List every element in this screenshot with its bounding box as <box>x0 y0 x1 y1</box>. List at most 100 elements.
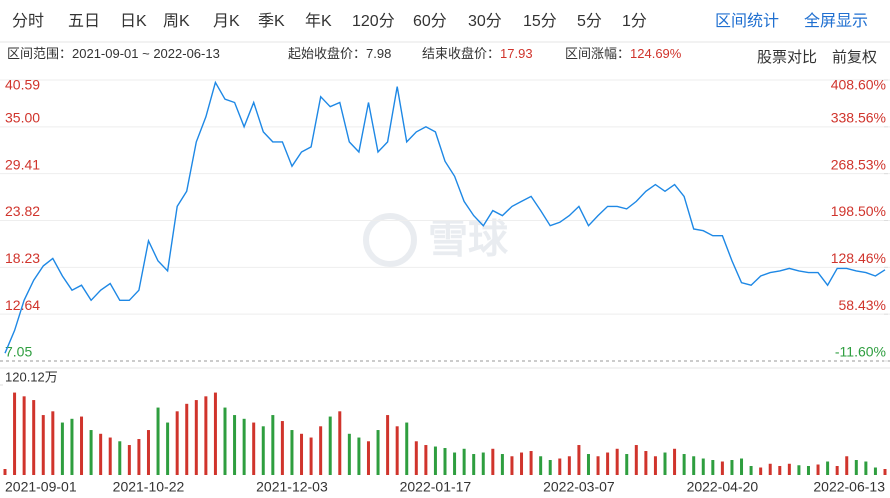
volume-bar <box>644 451 648 475</box>
volume-bar <box>328 416 332 475</box>
y2-tick-label: 128.46% <box>831 250 886 266</box>
watermark: 雪球 <box>363 213 509 267</box>
volume-bar <box>376 430 380 475</box>
tab[interactable]: 15分 <box>523 12 557 30</box>
watermark-text: 雪球 <box>428 218 509 262</box>
x-tick-label: 2022-06-13 <box>813 479 885 495</box>
tab[interactable]: 分时 <box>12 12 44 30</box>
info-label: 区间涨幅： <box>565 46 630 61</box>
volume-bar <box>730 460 734 475</box>
tab[interactable]: 1分 <box>622 12 647 30</box>
info: 区间范围：2021-09-01 ~ 2022-06-13 <box>7 46 220 61</box>
volume-bar <box>778 466 782 475</box>
volume-bar <box>233 415 237 475</box>
y-tick-label: 7.05 <box>5 344 32 360</box>
tab[interactable]: 日K <box>120 13 147 30</box>
volume-bar <box>845 456 849 475</box>
volume-bar <box>386 415 390 475</box>
volume-bar <box>443 448 447 475</box>
tab[interactable]: 月K <box>213 13 240 30</box>
action[interactable]: 全屏显示 <box>804 12 868 30</box>
tab[interactable]: 周K <box>163 13 190 30</box>
volume-bar <box>175 411 179 475</box>
tab[interactable]: 年K <box>305 12 332 30</box>
volume-bar <box>567 456 571 475</box>
volume-bar <box>70 418 74 475</box>
y2-tick-label: 338.56% <box>831 110 886 126</box>
y2-tick-label: 198.50% <box>831 203 886 219</box>
volume-bar <box>539 456 543 475</box>
info-label: 区间范围： <box>7 46 72 61</box>
info-value: 17.93 <box>500 46 533 61</box>
volume-bar <box>204 396 208 475</box>
volume-bar <box>510 456 514 475</box>
volume-bar <box>357 437 361 475</box>
volume-bar <box>414 441 418 475</box>
y-tick-label: 40.59 <box>5 77 40 93</box>
volume-bar <box>309 437 313 475</box>
volume-bar <box>108 437 112 475</box>
tab[interactable]: 120分 <box>352 12 395 30</box>
tab[interactable]: 5分 <box>577 12 602 30</box>
volume-bar <box>395 426 399 475</box>
x-tick-label: 2022-03-07 <box>543 479 615 495</box>
info-label: 起始收盘价： <box>288 46 366 61</box>
volume-bar <box>606 452 610 475</box>
volume-bar <box>816 464 820 475</box>
volume-bar <box>32 400 36 475</box>
info: 区间涨幅：124.69% <box>565 46 682 61</box>
volume-bar <box>768 463 772 475</box>
x-tick-label: 2022-04-20 <box>687 479 759 495</box>
volume-bar <box>749 466 753 475</box>
volume-bar <box>797 465 801 475</box>
volume-bar <box>472 454 476 475</box>
info-label: 结束收盘价： <box>422 46 500 61</box>
y2-tick-label: 268.53% <box>831 156 886 172</box>
volume-bar <box>433 446 437 475</box>
y2-tick-label: -11.60% <box>835 344 886 360</box>
volume-bar <box>13 392 17 475</box>
tool[interactable]: 股票对比 <box>757 49 817 66</box>
volume-bar <box>366 441 370 475</box>
volume-bar <box>338 411 342 475</box>
volume-bar <box>653 456 657 475</box>
y-tick-label: 18.23 <box>5 250 40 266</box>
volume-bar <box>701 458 705 475</box>
volume-bar <box>520 452 524 475</box>
volume-bar <box>194 400 198 475</box>
volume-bar <box>99 433 103 475</box>
volume-bar <box>51 411 55 475</box>
volume-bar <box>146 430 150 475</box>
volume-bar <box>290 430 294 475</box>
tab[interactable]: 60分 <box>413 12 447 30</box>
volume-bar <box>673 448 677 475</box>
volume-bar <box>137 439 141 475</box>
volume-bar <box>319 426 323 475</box>
volume-bar <box>586 454 590 475</box>
action[interactable]: 区间统计 <box>715 12 779 30</box>
volume-bar <box>864 461 868 475</box>
volume-bar <box>300 433 304 475</box>
volume-bar <box>740 458 744 475</box>
volume-bar <box>223 407 227 475</box>
volume-bar <box>118 441 122 475</box>
volume-bar <box>405 422 409 475</box>
tab[interactable]: 30分 <box>468 12 502 30</box>
y2-tick-label: 408.60% <box>831 77 886 93</box>
volume-bar <box>347 433 351 475</box>
volume-tick-label: 120.12万 <box>5 369 58 384</box>
volume-bar <box>213 392 217 475</box>
info-value: 124.69% <box>630 46 682 61</box>
tab[interactable]: 五日 <box>68 13 100 30</box>
volume-bar <box>89 430 93 475</box>
x-tick-label: 2021-10-22 <box>113 479 185 495</box>
volume-bar <box>3 469 7 475</box>
tool[interactable]: 前复权 <box>832 48 877 66</box>
volume-bar <box>252 422 256 475</box>
volume-bar <box>883 469 887 475</box>
volume-bar <box>596 456 600 475</box>
volume-bar <box>558 458 562 475</box>
tab[interactable]: 季K <box>258 12 285 30</box>
volume-bar <box>166 422 170 475</box>
